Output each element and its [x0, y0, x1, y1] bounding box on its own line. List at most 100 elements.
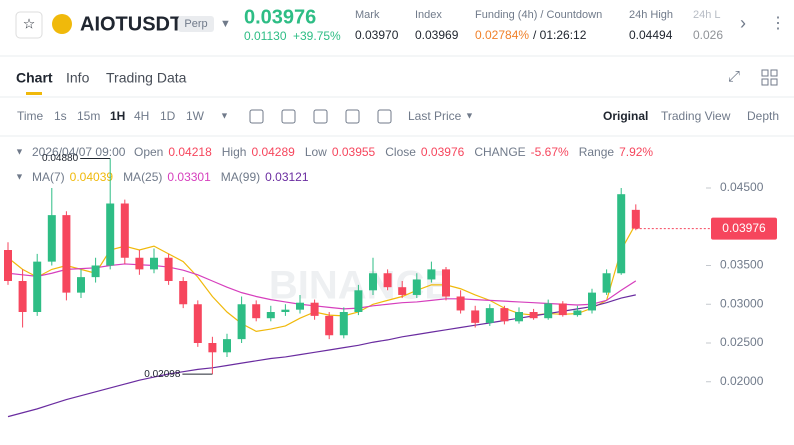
stat-label: 24h L — [693, 9, 721, 21]
stat-label: Mark — [355, 9, 380, 21]
interval[interactable]: 1H — [110, 109, 125, 123]
annotation-label: 0.04880 — [42, 153, 79, 164]
candle-body — [164, 257, 173, 281]
candle-body — [369, 273, 377, 291]
tool-icon[interactable] — [313, 109, 328, 124]
candle-body — [602, 273, 611, 293]
layout-icon[interactable] — [761, 69, 769, 77]
price: 0.03976 — [244, 6, 316, 28]
layout-icon — [770, 69, 778, 77]
badge-bg — [178, 16, 214, 32]
candle-body — [398, 287, 407, 295]
view-option[interactable]: Original — [603, 109, 648, 123]
coin-logo — [52, 14, 72, 34]
collapse-icon[interactable]: ▼ — [15, 171, 24, 181]
expand-icon[interactable]: ⤢ — [728, 68, 741, 85]
header: ☆ AIOTUSDT Perp ▼ 0.03976 0.01130 +39.75… — [15, 6, 786, 43]
ma-label: MA(99) — [221, 170, 260, 184]
candle-body — [485, 308, 494, 323]
info-value: 0.04289 — [251, 145, 295, 159]
stat-value: 0.03969 — [415, 28, 459, 42]
candle-body — [383, 273, 392, 288]
badge: Perp — [184, 18, 207, 30]
layout-icon — [761, 78, 769, 86]
interval[interactable]: 1D — [160, 109, 176, 123]
candle-body — [456, 296, 465, 311]
annotation-label: 0.02098 — [144, 369, 181, 380]
layout-icon — [770, 78, 778, 86]
tab[interactable]: Chart — [16, 70, 53, 86]
candle-body — [631, 209, 640, 229]
interval[interactable]: 1s — [54, 109, 67, 123]
candle-body — [515, 312, 523, 322]
tool-icon[interactable] — [345, 109, 360, 124]
candle-body — [310, 302, 319, 316]
view-option[interactable]: Trading View — [661, 109, 731, 123]
stat-extra: / 01:26:12 — [533, 28, 587, 42]
candle-body — [427, 269, 436, 280]
info-value: -5.67% — [531, 145, 569, 159]
interval: Time — [17, 109, 44, 123]
info-label: Low — [305, 145, 327, 159]
stat-label: Funding (4h) / Countdown — [475, 9, 602, 21]
symbol[interactable]: AIOTUSDT — [80, 13, 182, 35]
candle-body — [558, 303, 567, 316]
toolbar: Time 1s 15m 1H 4H 1D 1W ▼ Last Price ▼ Original Tra… — [17, 109, 779, 124]
change: 0.01130 — [244, 29, 287, 43]
candle-body — [573, 310, 582, 316]
interval[interactable]: 15m — [77, 109, 100, 123]
caret: ▼ — [220, 110, 229, 120]
info-date: 2026/04/07 09:00 — [32, 145, 126, 159]
candle-body — [412, 279, 421, 295]
tool-icon[interactable] — [249, 109, 264, 124]
info-value: 0.03955 — [332, 145, 376, 159]
interval[interactable]: 4H — [134, 109, 149, 123]
candle-body — [252, 304, 261, 319]
candle-body — [193, 304, 202, 343]
info-bar: 2026/04/07 09:00 Open 0.04218 High 0.04289 Lo… — [15, 145, 653, 184]
stat-value: 0.026 — [693, 28, 723, 42]
candle-body — [33, 261, 42, 312]
scroll-right[interactable]: › — [740, 13, 746, 33]
candle-body — [281, 309, 290, 312]
chart: BINANCE0.045000.035000.030000.025000.020… — [4, 153, 777, 418]
candle-body — [91, 265, 100, 278]
info-value: 0.04218 — [168, 145, 212, 159]
stat-value: 0.04494 — [629, 28, 673, 42]
info-label: Open — [134, 145, 163, 159]
collapse-icon[interactable]: ▼ — [15, 146, 24, 156]
tab[interactable]: Info — [66, 70, 90, 86]
caret[interactable]: ▼ — [220, 18, 231, 30]
candle-body — [266, 312, 275, 319]
interval[interactable]: 1W — [186, 109, 205, 123]
info-value: 7.92% — [619, 145, 653, 159]
candle-body — [544, 303, 553, 319]
candle-body — [617, 194, 626, 274]
change-pct: +39.75% — [293, 29, 341, 43]
candle-body — [500, 308, 509, 322]
star-icon: ☆ — [23, 16, 36, 32]
more-menu[interactable]: ⋮ — [770, 15, 786, 32]
tab-underline — [26, 92, 42, 95]
tab[interactable]: Trading Data — [106, 70, 187, 86]
ma-value: 0.03121 — [265, 170, 309, 184]
y-tick-label: 0.03500 — [720, 258, 764, 272]
y-tick-label: 0.02500 — [720, 335, 764, 349]
tool-icon[interactable] — [281, 109, 296, 124]
y-tick-label: 0.03000 — [720, 296, 764, 310]
candle-body — [47, 215, 56, 262]
stat-label: 24h High — [629, 9, 673, 21]
view-option[interactable]: Depth — [747, 109, 779, 123]
candle-body — [339, 312, 348, 336]
candle-body — [62, 215, 71, 293]
candle-body — [150, 257, 158, 270]
candle-body — [354, 290, 363, 312]
price-type[interactable]: Last Price — [408, 109, 462, 123]
tool-icon[interactable] — [377, 109, 392, 124]
info-label: Range — [579, 145, 615, 159]
stat-value: 0.03970 — [355, 28, 399, 42]
favorite-button[interactable] — [15, 11, 43, 39]
info-label: CHANGE — [474, 145, 525, 159]
info-value: 0.03976 — [421, 145, 465, 159]
